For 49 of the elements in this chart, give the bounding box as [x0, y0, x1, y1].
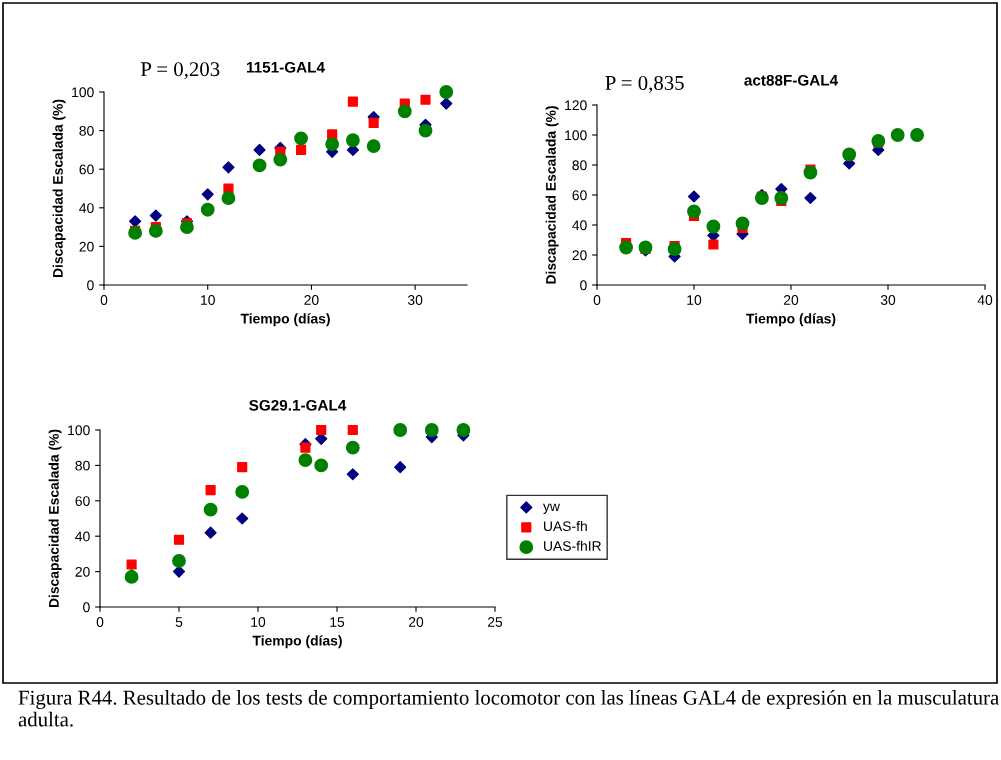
x-tick-label: 20 [304, 295, 319, 305]
x-tick-label: 40 [977, 295, 993, 305]
legend-label: UAS-fh [544, 520, 587, 532]
x-tick-label: 20 [408, 617, 424, 627]
y-tick-label: 60 [572, 190, 587, 201]
legend-label: UAS-fhIR [544, 540, 601, 551]
x-tick-label: 30 [880, 295, 896, 305]
x-tick-label: 30 [407, 295, 423, 305]
y-axis-title: Discapacidad Escalada (%) [48, 429, 62, 608]
y-tick-label: 0 [83, 602, 90, 613]
x-tick-label: 15 [330, 617, 345, 627]
x-axis-title: Tiempo (días) [746, 313, 836, 327]
x-tick-label: 0 [593, 295, 601, 305]
x-tick-label: 25 [487, 617, 503, 627]
text: P = 0,203 [140, 62, 220, 80]
y-axis-title: Discapacidad Escalada (%) [545, 106, 559, 284]
y-tick-label: 60 [79, 164, 94, 175]
x-tick-label: 10 [687, 295, 702, 305]
y-tick-label: 100 [72, 87, 94, 98]
x-tick-label: 0 [96, 617, 104, 627]
x-tick-label: 20 [783, 295, 799, 305]
y-tick-label: 60 [75, 496, 90, 506]
x-tick-label: 10 [201, 295, 215, 305]
y-tick-label: 0 [87, 280, 94, 291]
x-tick-label: 5 [175, 617, 183, 627]
legend-label: yw [543, 503, 560, 514]
y-tick-label: 40 [79, 203, 94, 213]
chart-title: act88F-GAL4 [744, 74, 839, 86]
y-tick-label: 20 [75, 566, 90, 577]
chart-title: 1151-GAL4 [246, 61, 325, 73]
y-tick-label: 120 [565, 100, 587, 111]
text: Figura R44. Resultado de los tests de comportamiento locomotor con las líneas GAL4 de expresión en la musculatura adulta. [18, 690, 999, 727]
y-tick-label: 80 [79, 125, 94, 136]
y-tick-label: 80 [75, 460, 90, 471]
x-tick-label: 0 [100, 295, 108, 305]
y-tick-label: 80 [572, 160, 587, 171]
y-tick-label: 100 [68, 425, 90, 436]
y-tick-label: 100 [565, 130, 587, 141]
y-tick-label: 40 [75, 531, 90, 542]
y-tick-label: 20 [572, 250, 587, 261]
y-tick-label: 40 [572, 220, 587, 231]
x-axis-title: Tiempo (días) [252, 635, 342, 649]
text: P = 0,835 [605, 75, 684, 93]
y-axis-title: Discapacidad Escalada (%) [52, 99, 66, 278]
x-axis-title: Tiempo (días) [240, 313, 330, 327]
x-tick-label: 10 [251, 617, 266, 627]
y-tick-label: 0 [580, 280, 587, 291]
chart-title: SG29.1-GAL4 [249, 399, 347, 411]
y-tick-label: 20 [79, 241, 94, 252]
